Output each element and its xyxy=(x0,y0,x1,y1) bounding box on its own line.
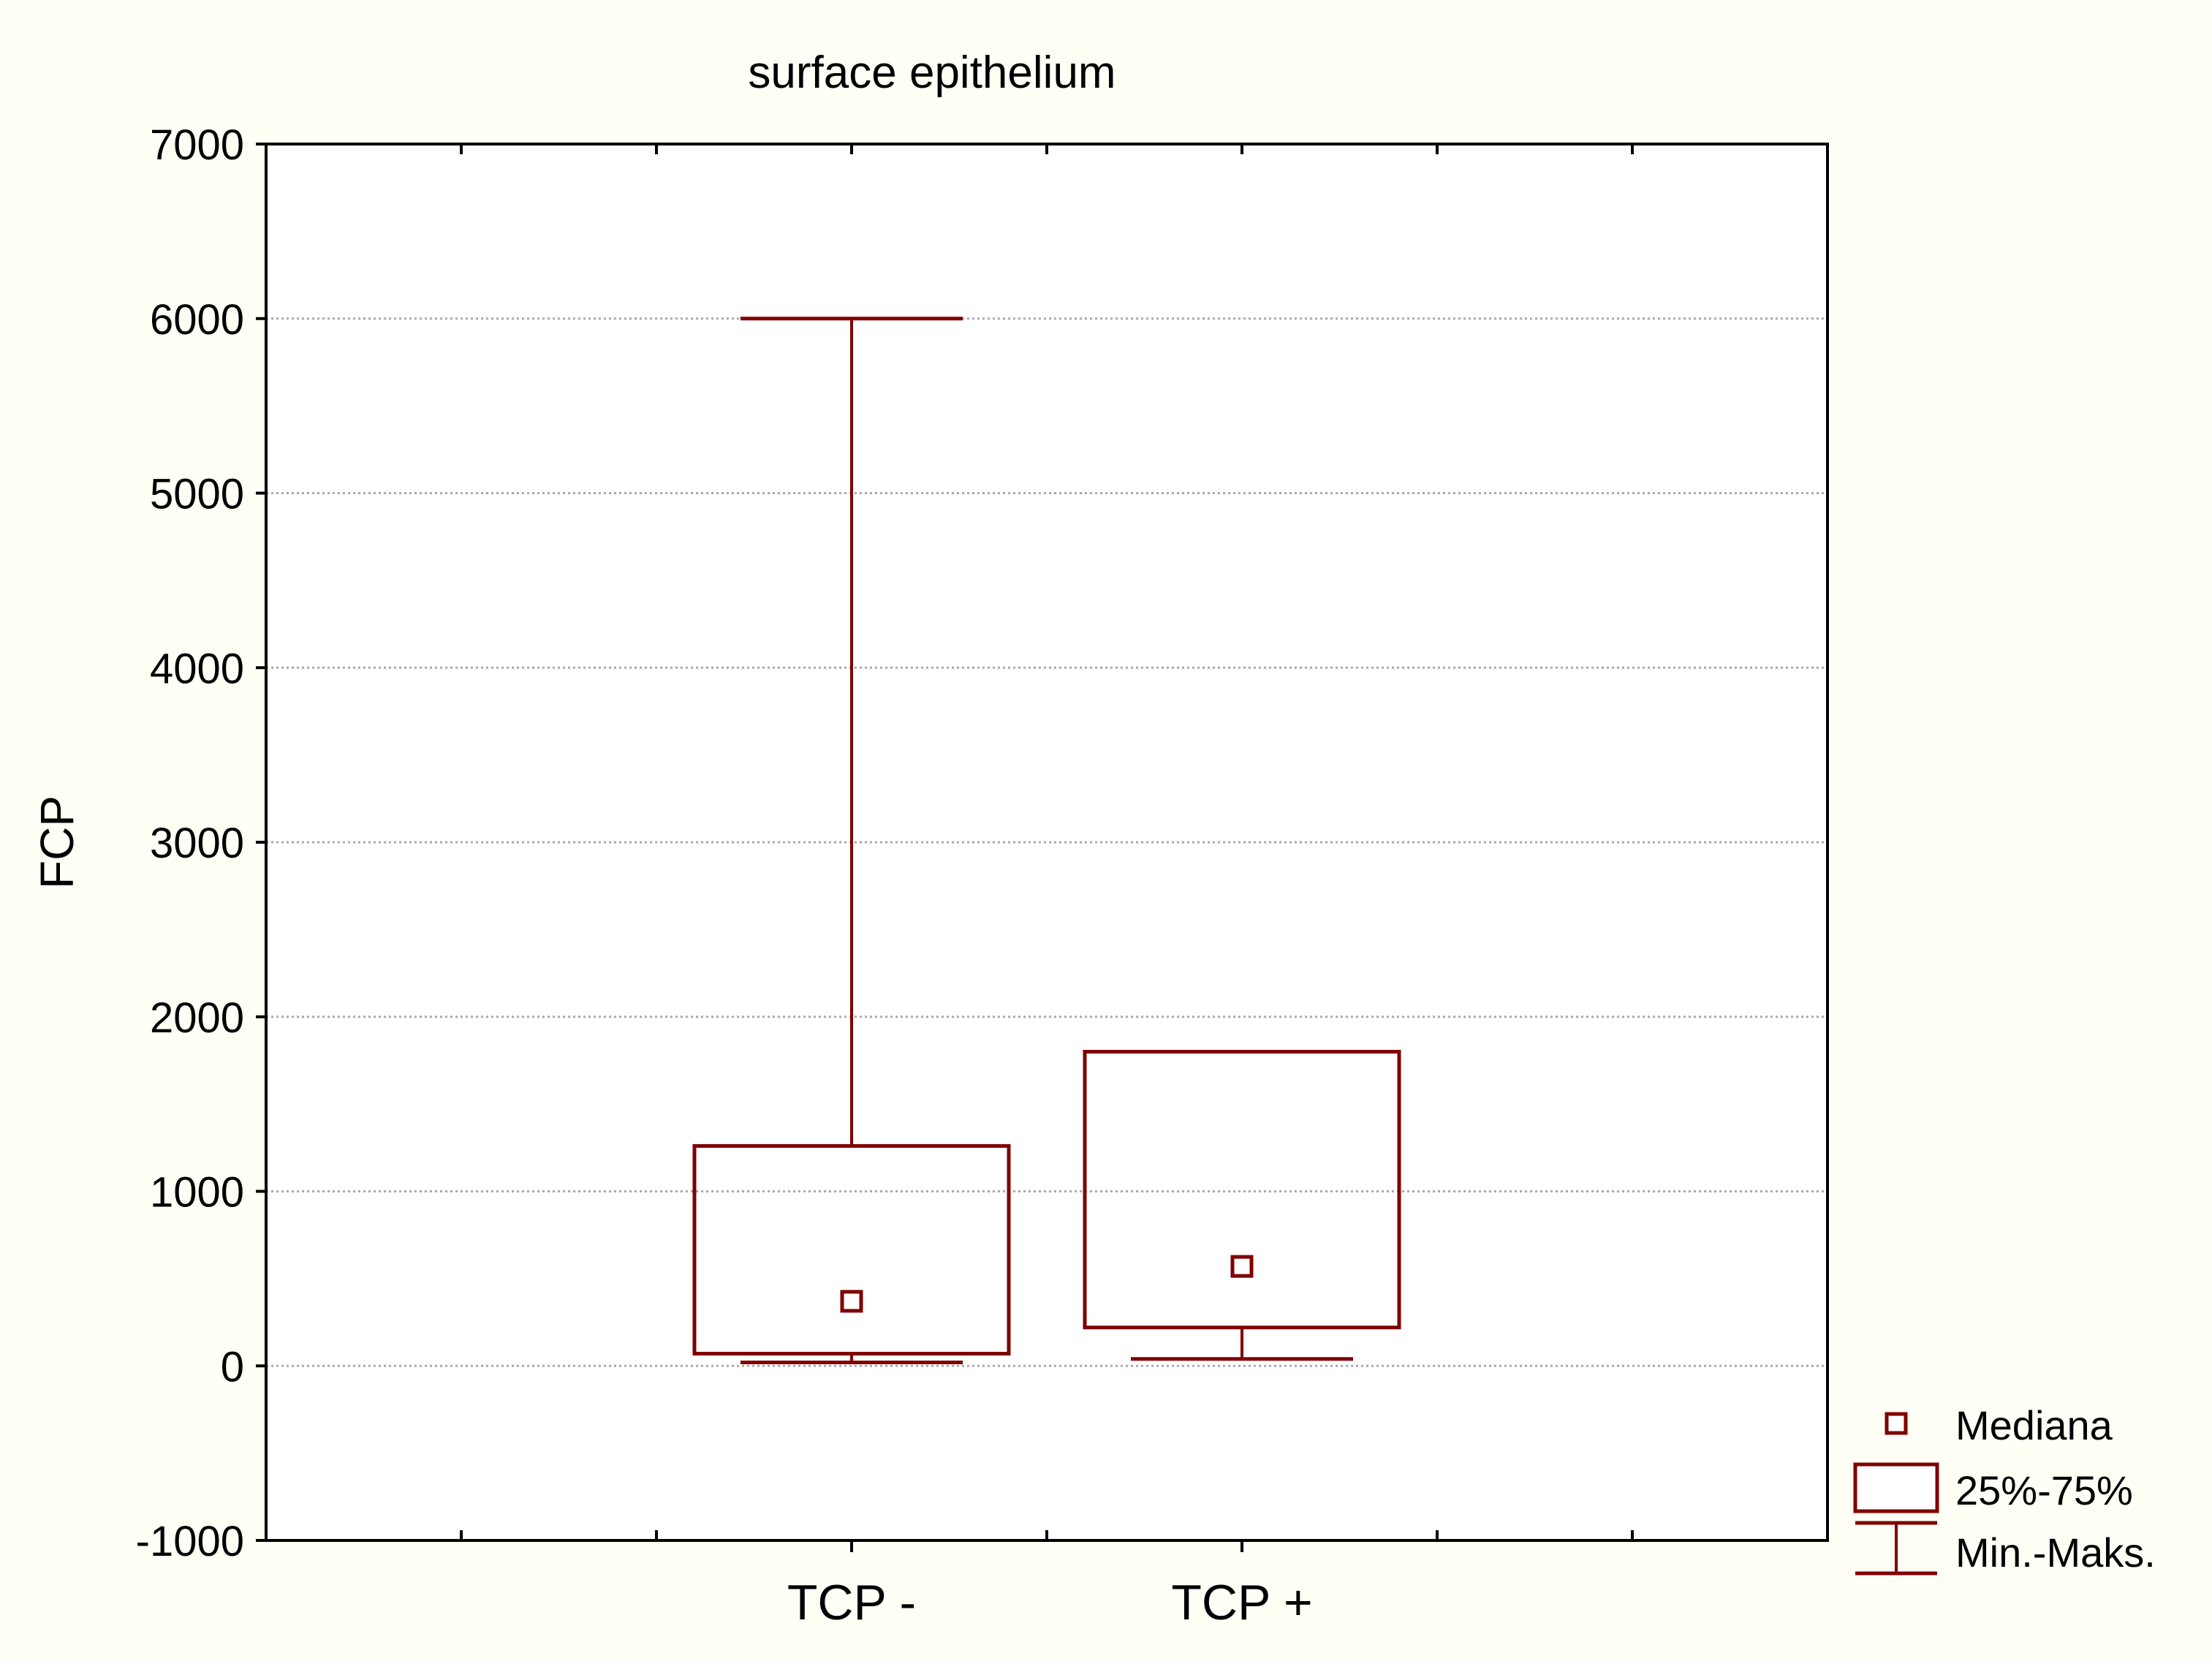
box-group xyxy=(1083,1050,1401,1361)
y-tick-label: 2000 xyxy=(150,994,244,1042)
boxes xyxy=(692,317,1401,1364)
y-tick-label: 3000 xyxy=(150,820,244,867)
y-tick-label: -1000 xyxy=(136,1518,244,1565)
median-marker xyxy=(1230,1255,1254,1278)
legend-label: Min.-Maks. xyxy=(1955,1529,2156,1576)
x-tick-label: TCP - xyxy=(787,1575,916,1630)
box-icon xyxy=(1853,1462,1939,1513)
y-tick-label: 5000 xyxy=(150,471,244,518)
legend: Mediana 25%-75% Min.-Maks. xyxy=(1853,1402,2156,1576)
x-tick-label: TCP + xyxy=(1171,1575,1312,1630)
axis-ticks: -1000 0 1000 2000 3000 4000 5000 6000 7000 TCP - T… xyxy=(136,121,1634,1630)
chart-title: surface epithelium xyxy=(748,48,1116,98)
y-tick-label: 4000 xyxy=(150,645,244,692)
median-square-icon xyxy=(1885,1412,1908,1435)
gridlines xyxy=(266,317,1827,1367)
y-tick-label: 6000 xyxy=(150,296,244,344)
median-marker xyxy=(840,1290,863,1313)
box-group xyxy=(692,317,1011,1364)
y-axis-label: FCP xyxy=(31,795,83,889)
legend-label: Mediana xyxy=(1955,1402,2113,1448)
y-tick-label: 0 xyxy=(221,1343,244,1391)
y-tick-label: 1000 xyxy=(150,1169,244,1217)
y-tick-label: 7000 xyxy=(150,121,244,169)
legend-label: 25%-75% xyxy=(1955,1467,2133,1513)
whisker-icon xyxy=(1855,1521,1937,1576)
